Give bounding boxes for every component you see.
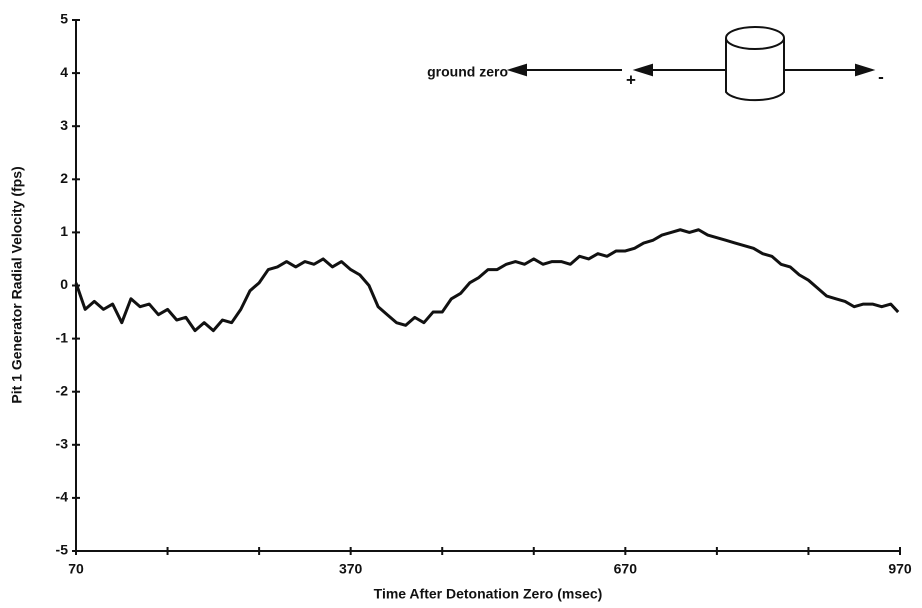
x-tick-label: 970 (888, 561, 912, 577)
y-tick-label: 5 (60, 11, 68, 27)
y-tick-label: 3 (60, 117, 68, 133)
diagram (506, 26, 876, 102)
annotation: + (626, 70, 636, 89)
arrow-head (855, 63, 876, 77)
y-tick-label: -3 (56, 436, 69, 452)
x-tick-label: 370 (339, 561, 363, 577)
annotation: - (878, 67, 884, 86)
y-tick-label: -4 (56, 489, 69, 505)
y-tick-label: 2 (60, 170, 68, 186)
arrow-head (506, 63, 527, 77)
x-tick-label: 670 (614, 561, 638, 577)
y-tick-label: 4 (60, 64, 68, 80)
y-tick-label: 1 (60, 223, 68, 239)
y-tick-label: -1 (56, 329, 69, 345)
x-axis-label: Time After Detonation Zero (msec) (374, 586, 603, 602)
arrow-head (632, 63, 653, 77)
cylinder-top (725, 26, 785, 50)
annotation: ground zero (427, 64, 508, 80)
cylinder (725, 38, 785, 102)
x-tick-label: 70 (68, 561, 84, 577)
y-axis-label: Pit 1 Generator Radial Velocity (fps) (9, 166, 25, 403)
y-tick-label: -2 (56, 382, 69, 398)
data-line (74, 228, 900, 333)
y-tick-label: -5 (56, 542, 69, 558)
y-tick-label: 0 (60, 276, 68, 292)
